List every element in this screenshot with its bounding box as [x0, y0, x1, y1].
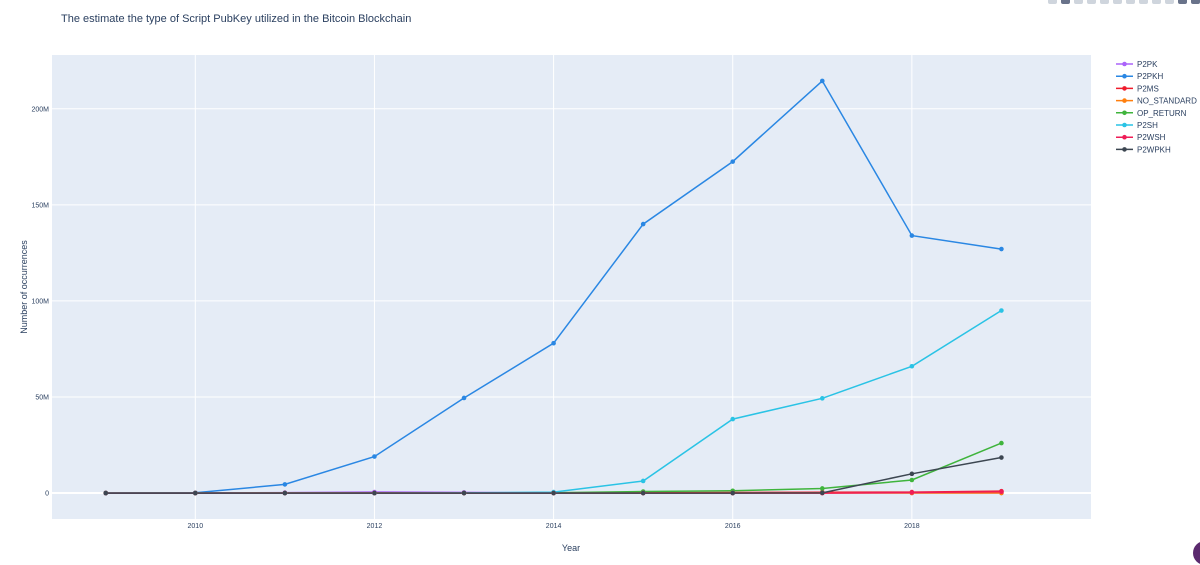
data-point-p2sh[interactable]: [999, 308, 1004, 313]
legend-label: P2WPKH: [1137, 145, 1171, 154]
plot-area: [52, 55, 1091, 519]
data-point-p2sh[interactable]: [820, 396, 825, 401]
legend-item-p2wpkh[interactable]: P2WPKH: [1116, 145, 1171, 154]
data-point-op-return[interactable]: [910, 478, 915, 483]
y-tick-label: 50M: [35, 394, 49, 401]
x-tick-label: 2016: [725, 523, 741, 530]
hover-compare-icon[interactable]: [1191, 0, 1200, 4]
zoom-in-icon[interactable]: [1113, 0, 1122, 4]
legend-item-p2wsh[interactable]: P2WSH: [1116, 133, 1166, 142]
data-point-p2wpkh[interactable]: [999, 455, 1004, 460]
legend-marker: [1122, 98, 1127, 103]
data-point-p2wpkh[interactable]: [910, 472, 915, 477]
y-axis-title: Number of occurrences: [19, 240, 29, 334]
legend-item-p2ms[interactable]: P2MS: [1116, 84, 1159, 93]
x-axis-title: Year: [562, 543, 580, 553]
legend-marker: [1122, 135, 1127, 140]
x-tick-label: 2012: [367, 523, 383, 530]
chart-title: The estimate the type of Script PubKey u…: [61, 13, 411, 25]
data-point-p2pkh[interactable]: [372, 454, 377, 459]
data-point-p2wpkh[interactable]: [283, 491, 288, 496]
x-tick-label: 2010: [188, 523, 204, 530]
data-point-p2pkh[interactable]: [730, 159, 735, 164]
legend-marker: [1122, 123, 1127, 128]
data-point-p2pkh[interactable]: [462, 396, 467, 401]
data-point-p2pkh[interactable]: [910, 233, 915, 238]
legend-marker: [1122, 86, 1127, 91]
pan-icon[interactable]: [1074, 0, 1083, 4]
lasso-select-icon[interactable]: [1100, 0, 1109, 4]
data-point-p2wsh[interactable]: [999, 489, 1004, 494]
legend-label: P2PK: [1137, 60, 1158, 69]
data-point-p2wpkh[interactable]: [820, 491, 825, 496]
data-point-p2sh[interactable]: [641, 479, 646, 484]
home-icon[interactable]: [1152, 0, 1161, 4]
x-tick-label: 2014: [546, 523, 562, 530]
legend[interactable]: P2PK P2PKH P2MS NO_STANDARD OP_RETURN P2SH P2W…: [1116, 60, 1197, 154]
data-point-p2pkh[interactable]: [820, 79, 825, 84]
data-point-p2pkh[interactable]: [999, 247, 1004, 252]
data-point-p2wpkh[interactable]: [730, 491, 735, 496]
x-axis-ticks: 2010 2012 2014 2016 2018: [188, 523, 920, 530]
data-point-p2wpkh[interactable]: [103, 491, 108, 496]
legend-item-op-return[interactable]: OP_RETURN: [1116, 109, 1187, 118]
data-point-p2wpkh[interactable]: [372, 491, 377, 496]
data-point-p2sh[interactable]: [910, 364, 915, 369]
legend-item-no-standard[interactable]: NO_STANDARD: [1116, 97, 1197, 106]
legend-item-p2pk[interactable]: P2PK: [1116, 60, 1158, 69]
zoom-icon[interactable]: [1061, 0, 1070, 4]
zoom-out-icon[interactable]: [1126, 0, 1135, 4]
data-point-p2pkh[interactable]: [283, 482, 288, 487]
y-axis-ticks: 0 50M 100M 150M 200M: [31, 106, 49, 497]
legend-label: P2WSH: [1137, 133, 1166, 142]
data-point-p2sh[interactable]: [730, 417, 735, 422]
y-tick-label: 0: [45, 491, 49, 498]
y-tick-label: 200M: [31, 106, 49, 113]
modebar-toolbar[interactable]: [1048, 0, 1200, 7]
legend-marker: [1122, 111, 1127, 116]
legend-label: P2SH: [1137, 121, 1158, 130]
autoscale-icon[interactable]: [1139, 0, 1148, 4]
legend-label: P2PKH: [1137, 72, 1163, 81]
legend-label: P2MS: [1137, 84, 1159, 93]
legend-label: OP_RETURN: [1137, 109, 1187, 118]
data-point-op-return[interactable]: [820, 486, 825, 491]
y-tick-label: 100M: [31, 298, 49, 305]
y-tick-label: 150M: [31, 202, 49, 209]
legend-item-p2sh[interactable]: P2SH: [1116, 121, 1158, 130]
legend-marker: [1122, 74, 1127, 79]
camera-icon[interactable]: [1048, 0, 1057, 4]
data-point-p2wpkh[interactable]: [462, 491, 467, 496]
legend-item-p2pkh[interactable]: P2PKH: [1116, 72, 1163, 81]
spike-lines-icon[interactable]: [1165, 0, 1174, 4]
legend-marker: [1122, 147, 1127, 152]
data-point-p2wsh[interactable]: [910, 490, 915, 495]
data-point-p2pkh[interactable]: [551, 341, 556, 346]
data-point-p2wpkh[interactable]: [551, 491, 556, 496]
legend-label: NO_STANDARD: [1137, 97, 1197, 106]
x-tick-label: 2018: [904, 523, 920, 530]
data-point-p2wpkh[interactable]: [193, 491, 198, 496]
hover-closest-icon[interactable]: [1178, 0, 1187, 4]
data-point-op-return[interactable]: [999, 441, 1004, 446]
data-point-p2pkh[interactable]: [641, 222, 646, 227]
box-select-icon[interactable]: [1087, 0, 1096, 4]
data-point-p2wpkh[interactable]: [641, 491, 646, 496]
legend-marker: [1122, 62, 1127, 67]
